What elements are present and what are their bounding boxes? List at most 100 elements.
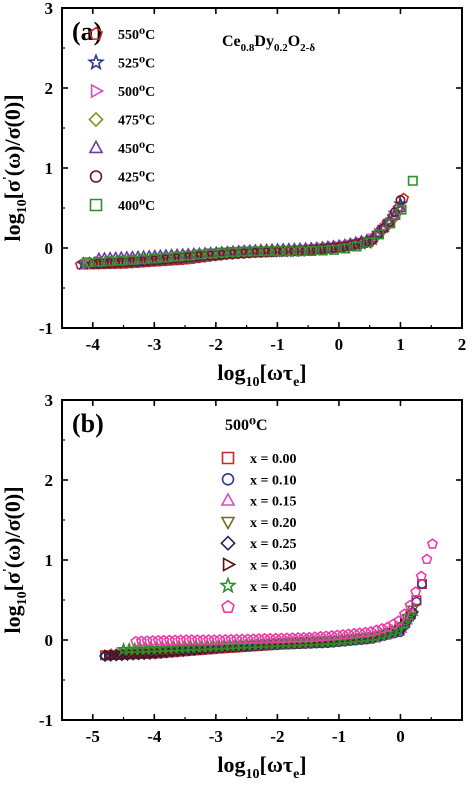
y-tick-label: -1 [39, 711, 53, 730]
data-point [253, 633, 265, 644]
data-point [205, 248, 216, 259]
data-point [376, 622, 388, 634]
panel-b-chart: -5 -4 -3 -2 -1 0 -1 0 1 2 3 log10[ωτe] log10[σ'(ω)/σ… [0, 391, 463, 782]
data-point [110, 257, 121, 268]
data-point [222, 249, 233, 260]
legend-label: x = 0.40 [250, 580, 296, 595]
data-point [175, 634, 187, 645]
data-point [393, 615, 405, 626]
x-axis-label: log10[ωτe] [217, 752, 306, 782]
data-point [309, 631, 321, 642]
data-point [277, 246, 288, 257]
data-point [182, 250, 193, 261]
data-point [284, 246, 295, 257]
legend-label: x = 0.10 [250, 473, 296, 488]
data-point [354, 627, 366, 638]
x-tick-label: -3 [147, 335, 161, 354]
data-point [407, 175, 418, 186]
data-point [329, 244, 340, 255]
data-point [266, 247, 277, 258]
data-point [244, 248, 255, 259]
data-point [160, 252, 171, 263]
data-point [359, 626, 371, 638]
data-point [374, 229, 385, 240]
data-point [132, 256, 143, 267]
data-point [361, 236, 372, 247]
data-point [104, 256, 115, 267]
y-tick-label: -1 [39, 319, 53, 338]
data-point [396, 204, 407, 215]
data-point [270, 632, 282, 644]
data-point [410, 586, 422, 597]
x-tick-label: -2 [270, 727, 284, 746]
data-point [194, 249, 205, 260]
data-point [351, 241, 362, 252]
legend: 550⁰C 525⁰C 500⁰C 475⁰C 450⁰C 425⁰C 400⁰C [87, 26, 155, 214]
data-point [199, 250, 210, 261]
data-point [109, 648, 121, 661]
series-6 [81, 175, 418, 268]
legend-marker [220, 516, 236, 531]
data-point [143, 255, 154, 266]
data-point [402, 608, 418, 623]
legend-label: 550⁰C [118, 28, 155, 43]
x-tick-label: -3 [209, 727, 223, 746]
data-point [188, 251, 199, 262]
legend-marker [221, 451, 235, 465]
data-point [103, 649, 115, 662]
data-point [287, 632, 299, 643]
data-point [208, 634, 220, 645]
legend-marker [219, 576, 237, 594]
y-axis-label: log10[σ'(ω)/σ(0)] [0, 486, 30, 633]
data-point [421, 553, 433, 565]
data-point [152, 634, 164, 646]
data-layer [74, 175, 418, 271]
x-tick-label: -1 [270, 335, 284, 354]
data-point [135, 635, 147, 647]
data-point [154, 254, 165, 265]
legend-marker [89, 198, 103, 212]
data-point [126, 254, 137, 265]
data-point [149, 253, 160, 264]
x-tick-label: -5 [86, 727, 100, 746]
data-point [320, 630, 332, 641]
legend-marker [221, 599, 235, 614]
data-point [214, 634, 226, 645]
data-point [137, 254, 148, 265]
data-point [210, 250, 221, 261]
panel-label: (a) [72, 17, 102, 46]
data-point [315, 630, 327, 642]
data-point [239, 246, 250, 257]
x-tick-label: -4 [86, 335, 101, 354]
data-point [92, 256, 103, 267]
data-point [404, 599, 416, 611]
data-point [370, 624, 383, 635]
legend-label: 475⁰C [118, 114, 155, 129]
data-point [147, 635, 159, 646]
data-layer [98, 538, 439, 663]
y-tick-label: 2 [45, 79, 54, 98]
x-tick-label: 2 [458, 335, 467, 354]
legend-marker [90, 83, 105, 99]
data-point [281, 632, 293, 643]
y-tick-label: 2 [45, 471, 54, 490]
data-point [98, 649, 112, 663]
legend-marker [220, 535, 236, 551]
data-point [216, 247, 227, 258]
legend-marker [88, 139, 104, 154]
legend-label: 500⁰C [118, 85, 155, 100]
y-tick-label: 1 [45, 159, 54, 178]
data-point [98, 258, 109, 269]
panel-a-chart: -4 -3 -2 -1 0 1 2 -1 0 1 2 3 log10[ωτe] log10[σ'(ω)/σ… [0, 0, 466, 390]
data-point [180, 634, 192, 645]
data-point [295, 246, 306, 257]
data-point [362, 237, 373, 248]
data-point [394, 201, 407, 213]
legend-marker [222, 557, 237, 572]
data-point [426, 538, 439, 549]
legend-label: 400⁰C [118, 199, 155, 214]
data-point [289, 246, 300, 257]
data-point [365, 625, 377, 637]
data-point [104, 649, 117, 662]
legend-marker [221, 472, 235, 486]
